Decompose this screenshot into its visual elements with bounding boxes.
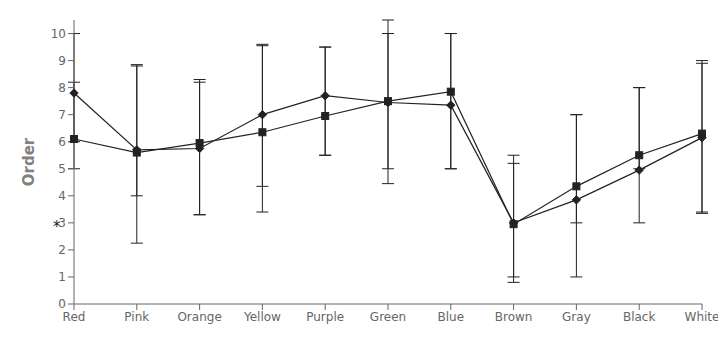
svg-text:Yellow: Yellow xyxy=(243,310,281,324)
svg-text:10: 10 xyxy=(51,27,66,41)
svg-text:Black: Black xyxy=(623,310,656,324)
svg-text:5: 5 xyxy=(58,162,66,176)
svg-text:Blue: Blue xyxy=(438,310,465,324)
svg-text:White: White xyxy=(685,310,718,324)
svg-text:Orange: Orange xyxy=(177,310,221,324)
svg-text:Order: Order xyxy=(20,137,38,186)
svg-text:1: 1 xyxy=(58,270,66,284)
svg-text:Brown: Brown xyxy=(495,310,533,324)
svg-text:6: 6 xyxy=(58,135,66,149)
svg-text:2: 2 xyxy=(58,243,66,257)
svg-text:Pink: Pink xyxy=(124,310,149,324)
svg-text:9: 9 xyxy=(58,54,66,68)
svg-text:7: 7 xyxy=(58,108,66,122)
svg-text:Gray: Gray xyxy=(562,310,591,324)
svg-text:3: 3 xyxy=(58,216,66,230)
svg-text:Green: Green xyxy=(370,310,406,324)
svg-text:0: 0 xyxy=(58,297,66,311)
svg-text:Purple: Purple xyxy=(306,310,344,324)
svg-text:4: 4 xyxy=(58,189,66,203)
svg-text:8: 8 xyxy=(58,81,66,95)
svg-text:Red: Red xyxy=(63,310,86,324)
